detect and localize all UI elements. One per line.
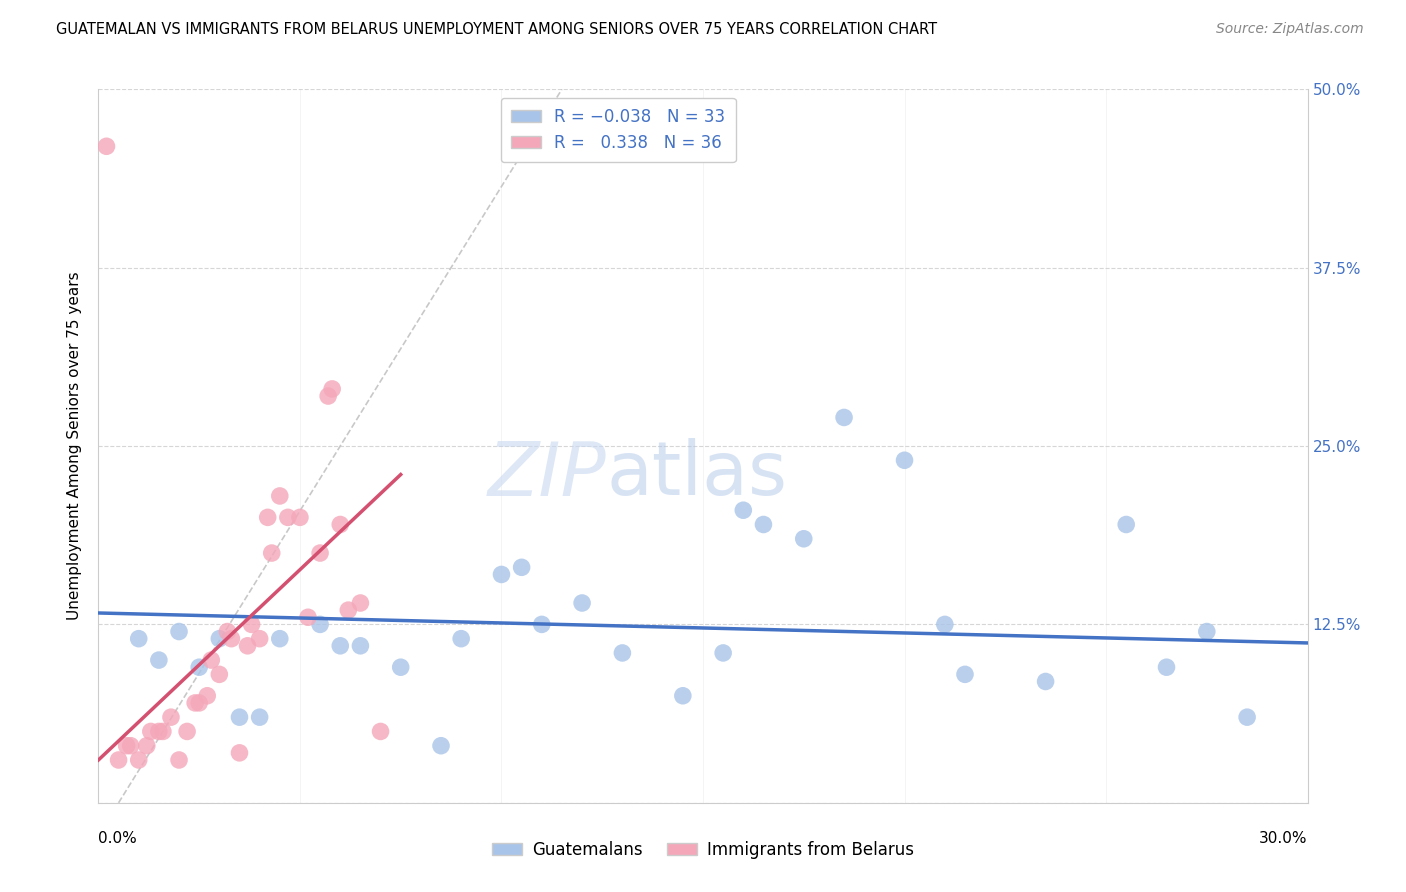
Point xyxy=(167,753,190,767)
Point xyxy=(793,532,815,546)
Point xyxy=(1115,517,1137,532)
Point xyxy=(200,653,222,667)
Point xyxy=(188,696,211,710)
Point xyxy=(260,546,283,560)
Point xyxy=(249,632,271,646)
Point xyxy=(349,639,371,653)
Point xyxy=(228,746,250,760)
Point xyxy=(491,567,513,582)
Point xyxy=(277,510,299,524)
Point xyxy=(370,724,392,739)
Point xyxy=(249,710,271,724)
Point xyxy=(128,632,150,646)
Point xyxy=(221,632,243,646)
Point xyxy=(733,503,755,517)
Point xyxy=(217,624,239,639)
Point xyxy=(934,617,956,632)
Point xyxy=(309,617,332,632)
Point xyxy=(115,739,138,753)
Point xyxy=(107,753,129,767)
Point xyxy=(139,724,162,739)
Point xyxy=(240,617,263,632)
Point xyxy=(510,560,533,574)
Point xyxy=(321,382,343,396)
Point xyxy=(450,632,472,646)
Point xyxy=(96,139,118,153)
Point xyxy=(148,653,170,667)
Point xyxy=(953,667,976,681)
Point xyxy=(135,739,157,753)
Text: GUATEMALAN VS IMMIGRANTS FROM BELARUS UNEMPLOYMENT AMONG SENIORS OVER 75 YEARS C: GUATEMALAN VS IMMIGRANTS FROM BELARUS UN… xyxy=(56,22,938,37)
Point xyxy=(337,603,360,617)
Point xyxy=(256,510,278,524)
Point xyxy=(160,710,183,724)
Point xyxy=(188,660,211,674)
Point xyxy=(269,632,291,646)
Point xyxy=(128,753,150,767)
Point xyxy=(329,639,352,653)
Point xyxy=(1035,674,1057,689)
Point xyxy=(297,610,319,624)
Point xyxy=(228,710,250,724)
Point xyxy=(288,510,311,524)
Point xyxy=(752,517,775,532)
Point xyxy=(152,724,174,739)
Point xyxy=(176,724,198,739)
Point xyxy=(832,410,855,425)
Point xyxy=(148,724,170,739)
Point xyxy=(1236,710,1258,724)
Text: Source: ZipAtlas.com: Source: ZipAtlas.com xyxy=(1216,22,1364,37)
Point xyxy=(893,453,915,467)
Point xyxy=(120,739,142,753)
Point xyxy=(1195,624,1218,639)
Point xyxy=(430,739,453,753)
Point xyxy=(269,489,291,503)
Text: 30.0%: 30.0% xyxy=(1260,831,1308,847)
Point xyxy=(571,596,593,610)
Point xyxy=(389,660,412,674)
Y-axis label: Unemployment Among Seniors over 75 years: Unemployment Among Seniors over 75 years xyxy=(67,272,83,620)
Point xyxy=(208,667,231,681)
Point xyxy=(236,639,259,653)
Point xyxy=(329,517,352,532)
Point xyxy=(612,646,634,660)
Point xyxy=(184,696,207,710)
Point xyxy=(530,617,553,632)
Text: 0.0%: 0.0% xyxy=(98,831,138,847)
Point xyxy=(1156,660,1178,674)
Point xyxy=(167,624,190,639)
Point xyxy=(316,389,339,403)
Point xyxy=(309,546,332,560)
Text: atlas: atlas xyxy=(606,438,787,511)
Point xyxy=(672,689,695,703)
Text: ZIP: ZIP xyxy=(488,439,606,510)
Point xyxy=(195,689,218,703)
Point xyxy=(349,596,371,610)
Point xyxy=(208,632,231,646)
Point xyxy=(711,646,734,660)
Legend: Guatemalans, Immigrants from Belarus: Guatemalans, Immigrants from Belarus xyxy=(485,835,921,866)
